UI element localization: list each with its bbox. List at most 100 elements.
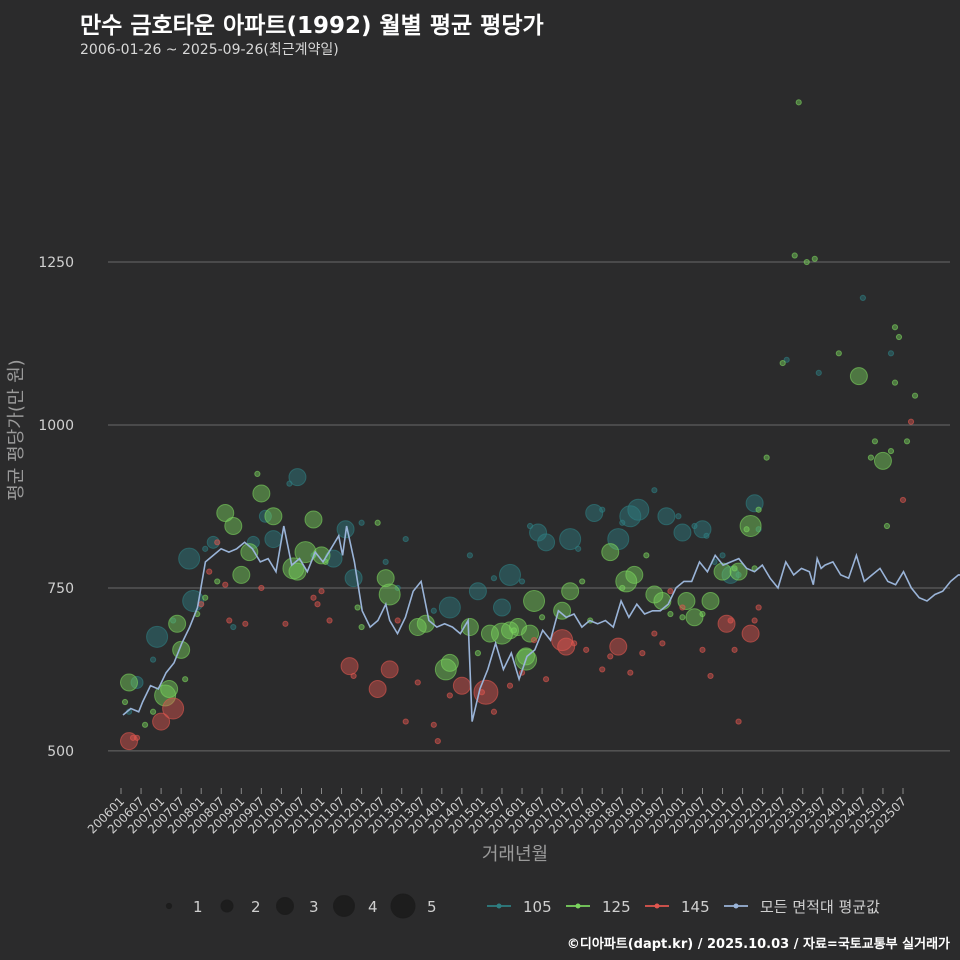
data-point-145	[490, 708, 498, 715]
data-point-145	[162, 697, 185, 720]
data-point-125	[168, 614, 187, 633]
data-point-125	[561, 582, 580, 601]
data-point-125	[254, 470, 261, 477]
data-point-145	[314, 601, 321, 608]
data-point-105	[783, 356, 790, 363]
data-point-105	[627, 498, 650, 521]
data-point-145	[242, 620, 249, 627]
data-point-125	[653, 591, 672, 610]
data-point-125	[643, 552, 650, 559]
data-point-145	[120, 732, 139, 751]
size-legend-label: 1	[193, 898, 203, 916]
data-point-145	[434, 738, 441, 745]
data-point-125	[460, 618, 479, 637]
data-point-105	[492, 598, 511, 617]
data-point-125	[849, 367, 868, 386]
data-point-145	[639, 650, 646, 657]
size-legend-label: 5	[427, 898, 437, 916]
size-legend: 1 2 3 4 5	[165, 893, 437, 919]
data-point-145	[651, 630, 658, 637]
data-point-125	[416, 614, 435, 633]
data-point-125	[619, 584, 626, 592]
data-point-125	[517, 647, 536, 666]
data-point-125	[474, 650, 482, 657]
data-point-125	[887, 447, 895, 455]
data-point-125	[811, 255, 818, 262]
data-point-145	[214, 539, 221, 546]
data-point-125	[729, 562, 748, 581]
data-point-145	[530, 636, 538, 644]
data-point-145	[222, 581, 229, 588]
data-point-145	[414, 679, 421, 686]
data-point-105	[146, 625, 169, 648]
data-point-125	[891, 324, 899, 331]
data-point-125	[731, 565, 738, 572]
data-point-125	[358, 623, 365, 631]
data-point-125	[154, 684, 177, 707]
data-point-125	[743, 526, 750, 533]
data-point-105	[490, 575, 498, 582]
data-point-145	[557, 637, 576, 656]
data-point-105	[859, 294, 866, 302]
data-point-125	[903, 438, 911, 445]
data-point-105	[537, 533, 556, 552]
y-tick-label: 750	[47, 581, 74, 597]
data-point-125	[763, 454, 770, 461]
data-point-105	[815, 369, 822, 376]
data-point-125	[713, 562, 732, 581]
data-point-145	[198, 601, 205, 608]
data-point-125	[667, 610, 674, 618]
data-point-105	[735, 571, 742, 579]
size-legend-dot	[276, 897, 294, 915]
size-legend-dot	[165, 902, 173, 910]
data-point-105	[518, 578, 526, 585]
data-point-125	[240, 543, 259, 562]
data-point-145	[326, 617, 333, 624]
x-axis-label: 거래년월	[482, 844, 548, 865]
grid-lines	[108, 261, 950, 752]
data-point-145	[607, 653, 614, 660]
data-point-145	[583, 646, 590, 653]
data-point-125	[141, 721, 149, 728]
data-point-125	[601, 543, 620, 562]
scatter-points	[120, 99, 919, 751]
data-point-105	[468, 582, 487, 601]
data-point-125	[480, 624, 499, 643]
data-point-125	[160, 679, 179, 698]
data-point-105	[438, 596, 461, 619]
data-point-145	[609, 637, 628, 656]
data-point-125	[895, 333, 903, 341]
data-point-145	[707, 672, 714, 680]
data-point-145	[741, 624, 760, 643]
data-point-125	[891, 379, 899, 386]
data-point-145	[318, 588, 325, 595]
data-point-145	[394, 617, 401, 624]
series-legend-label: 모든 면적대 평균값	[760, 898, 880, 916]
footer-credit: ©디아파트(dapt.kr) / 2025.10.03 / 자료=국토교통부 실…	[566, 937, 950, 952]
data-point-145	[452, 676, 471, 695]
data-point-105	[358, 519, 365, 526]
size-legend-dot	[220, 899, 234, 913]
data-point-105	[887, 350, 895, 357]
data-point-105	[585, 503, 604, 522]
data-point-125	[214, 578, 221, 585]
data-point-105	[651, 487, 658, 494]
data-point-125	[523, 589, 546, 612]
data-point-125	[224, 517, 243, 536]
data-point-105	[344, 569, 363, 588]
data-point-125	[871, 438, 879, 445]
data-point-105	[206, 535, 220, 549]
data-point-145	[627, 669, 634, 676]
data-point-105	[599, 506, 606, 513]
average-line-segment	[122, 525, 960, 722]
data-point-145	[727, 617, 734, 624]
data-point-125	[911, 392, 919, 399]
data-point-105	[673, 523, 692, 542]
data-point-125	[835, 350, 842, 357]
series-legend-dot	[496, 903, 502, 909]
data-point-125	[434, 658, 457, 681]
data-point-105	[466, 552, 473, 559]
data-point-105	[246, 535, 260, 549]
data-point-125	[867, 454, 875, 461]
